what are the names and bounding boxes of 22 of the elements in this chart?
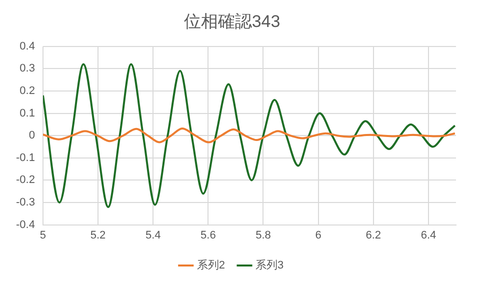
- x-tick-label: 5: [40, 229, 46, 242]
- y-tick-label: -0.4: [16, 218, 35, 231]
- x-tick-label: 5.2: [90, 229, 106, 242]
- x-tick-label: 6: [315, 229, 322, 242]
- legend-label: 系列3: [256, 258, 284, 272]
- x-tick-label: 5.4: [145, 229, 161, 242]
- y-tick-label: 0.4: [20, 40, 35, 52]
- line-series: [42, 63, 456, 208]
- legend-label: 系列2: [196, 258, 226, 272]
- y-tick-label: 0: [28, 130, 35, 142]
- y-tick-label: -0.1: [16, 152, 35, 164]
- y-tick-label: -0.3: [16, 196, 35, 209]
- x-tick-label: 5.6: [200, 229, 216, 242]
- line-series: [42, 127, 456, 144]
- chart-title: 位相確認343: [184, 12, 280, 31]
- x-tick-label: 5.8: [256, 229, 271, 242]
- y-tick-label: 0.2: [20, 85, 35, 98]
- y-tick-label: 0.1: [20, 107, 35, 120]
- y-tick-label: -0.2: [16, 174, 35, 186]
- x-tick-label: 6.2: [366, 229, 382, 242]
- x-tick-label: 6.4: [420, 229, 436, 242]
- y-tick-label: 0.3: [20, 62, 35, 75]
